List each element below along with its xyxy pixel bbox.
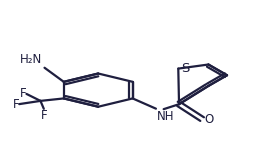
- Text: S: S: [181, 62, 190, 75]
- Text: H₂N: H₂N: [20, 53, 43, 66]
- Text: F: F: [20, 87, 27, 100]
- Text: F: F: [41, 109, 47, 122]
- Text: O: O: [205, 113, 214, 126]
- Text: NH: NH: [157, 110, 175, 123]
- Text: F: F: [13, 98, 19, 111]
